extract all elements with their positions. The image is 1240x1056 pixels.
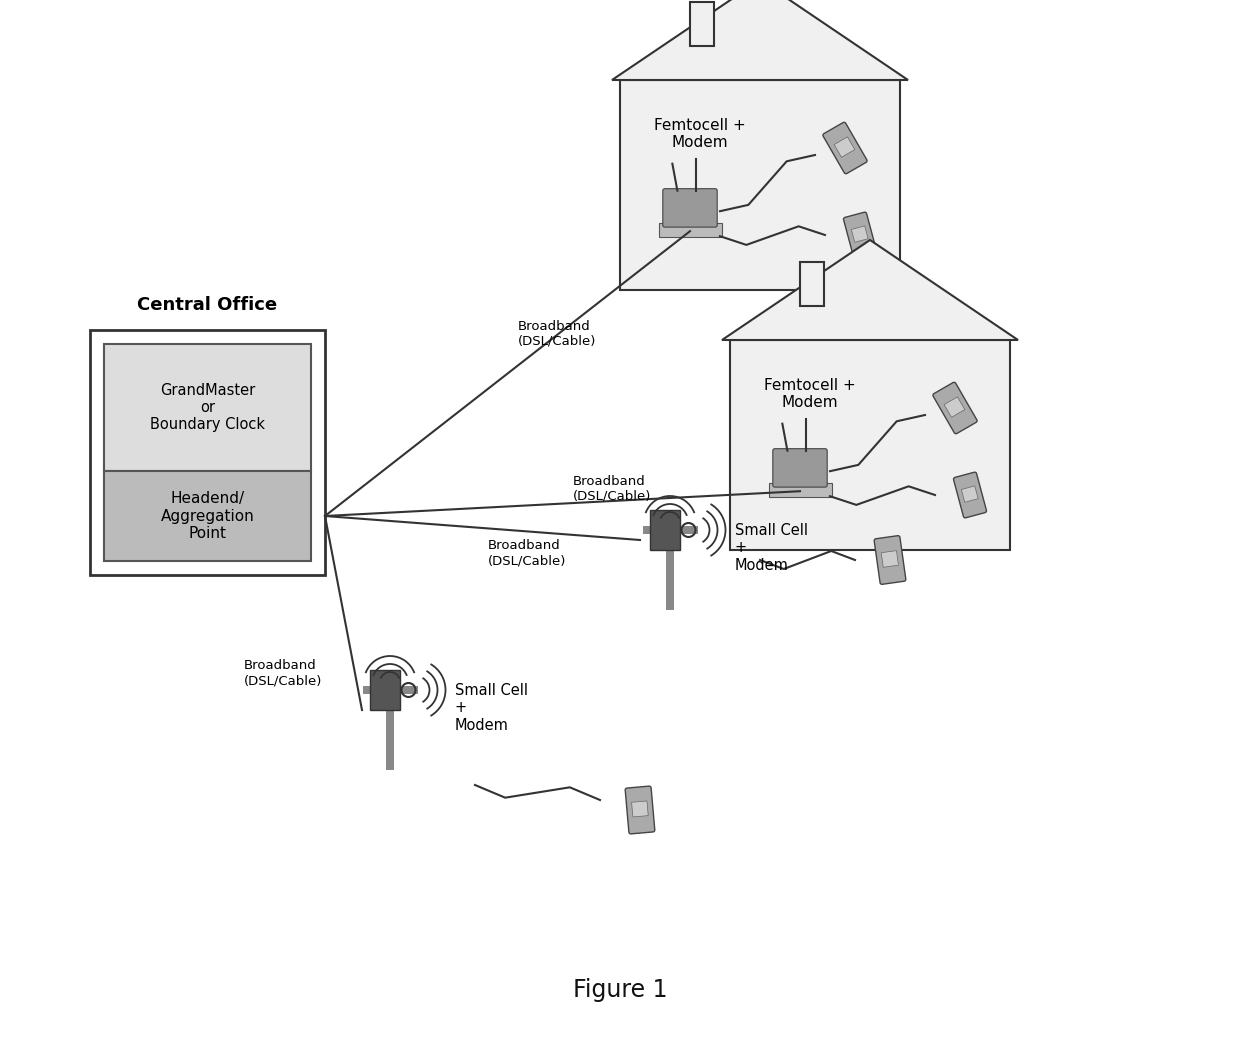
FancyBboxPatch shape: [370, 670, 399, 710]
FancyBboxPatch shape: [104, 344, 311, 471]
FancyBboxPatch shape: [650, 510, 680, 550]
Text: Femtocell +
Modem: Femtocell + Modem: [655, 118, 746, 150]
Text: Broadband
(DSL/Cable): Broadband (DSL/Cable): [487, 539, 565, 567]
FancyBboxPatch shape: [800, 262, 825, 306]
FancyBboxPatch shape: [874, 535, 906, 584]
Text: GrandMaster
or
Boundary Clock: GrandMaster or Boundary Clock: [150, 382, 265, 432]
Text: Headend/
Aggregation
Point: Headend/ Aggregation Point: [161, 491, 254, 541]
FancyBboxPatch shape: [658, 223, 722, 238]
Text: Broadband
(DSL/Cable): Broadband (DSL/Cable): [573, 474, 651, 503]
FancyBboxPatch shape: [620, 80, 900, 290]
FancyBboxPatch shape: [835, 137, 854, 157]
FancyBboxPatch shape: [769, 483, 832, 497]
FancyBboxPatch shape: [882, 550, 899, 567]
Text: Femtocell +
Modem: Femtocell + Modem: [764, 378, 856, 411]
FancyBboxPatch shape: [625, 786, 655, 834]
Text: Central Office: Central Office: [138, 296, 278, 314]
FancyBboxPatch shape: [823, 122, 867, 174]
Polygon shape: [722, 240, 1018, 340]
FancyBboxPatch shape: [642, 526, 697, 534]
FancyBboxPatch shape: [730, 340, 1011, 550]
FancyBboxPatch shape: [104, 471, 311, 561]
FancyBboxPatch shape: [954, 472, 987, 517]
FancyBboxPatch shape: [689, 2, 714, 46]
Text: Broadband
(DSL/Cable): Broadband (DSL/Cable): [517, 320, 596, 347]
Polygon shape: [613, 0, 908, 80]
Text: Figure 1: Figure 1: [573, 978, 667, 1002]
FancyBboxPatch shape: [852, 226, 868, 242]
FancyBboxPatch shape: [773, 449, 827, 487]
FancyBboxPatch shape: [843, 212, 877, 258]
Text: Small Cell
+
Modem: Small Cell + Modem: [735, 523, 808, 573]
FancyBboxPatch shape: [666, 530, 675, 610]
FancyBboxPatch shape: [91, 329, 325, 576]
FancyBboxPatch shape: [932, 382, 977, 434]
FancyBboxPatch shape: [386, 690, 394, 770]
FancyBboxPatch shape: [362, 686, 418, 694]
FancyBboxPatch shape: [631, 800, 649, 817]
Text: Broadband
(DSL/Cable): Broadband (DSL/Cable): [243, 659, 322, 687]
FancyBboxPatch shape: [944, 397, 965, 417]
FancyBboxPatch shape: [663, 189, 717, 227]
Text: Small Cell
+
Modem: Small Cell + Modem: [455, 683, 528, 733]
FancyBboxPatch shape: [961, 486, 978, 503]
